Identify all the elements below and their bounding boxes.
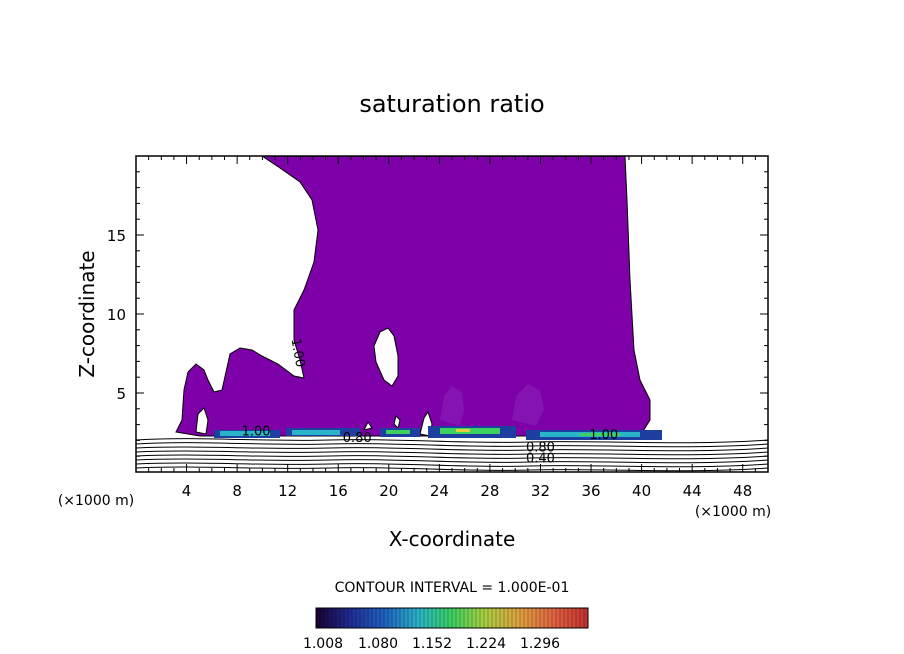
x-tick-label: 40 bbox=[632, 482, 651, 500]
x-tick-label: 32 bbox=[531, 482, 550, 500]
x-tick-label: 12 bbox=[278, 482, 297, 500]
subsaturated-hole bbox=[373, 327, 399, 387]
x-tick-label: 36 bbox=[581, 482, 600, 500]
x-tick-label: 8 bbox=[232, 482, 242, 500]
contour-label: 1.00 bbox=[589, 428, 618, 443]
supersaturation-band bbox=[214, 426, 662, 440]
chart-title: saturation ratio bbox=[359, 90, 544, 118]
x-axis-label: X-coordinate bbox=[389, 527, 516, 551]
x-unit-right: (×1000 m) bbox=[695, 504, 771, 520]
colorbar-label: 1.008 bbox=[303, 636, 343, 652]
y-tick-label: 10 bbox=[107, 306, 126, 324]
x-tick-label: 28 bbox=[480, 482, 499, 500]
x-tick-label: 48 bbox=[733, 482, 752, 500]
x-unit-left: (×1000 m) bbox=[58, 493, 134, 509]
y-axis-label: Z-coordinate bbox=[75, 250, 99, 377]
saturated-region bbox=[175, 156, 651, 437]
x-tick-label: 20 bbox=[379, 482, 398, 500]
x-tick-label: 4 bbox=[182, 482, 192, 500]
y-tick-label: 15 bbox=[107, 227, 126, 245]
x-tick-label: 24 bbox=[430, 482, 449, 500]
contour-label: 1.00 bbox=[288, 337, 308, 368]
colorbar-labels: 1.008 1.080 1.152 1.224 1.296 bbox=[303, 636, 560, 652]
colorbar-label: 1.152 bbox=[412, 636, 452, 652]
contour-label: 0.40 bbox=[526, 452, 555, 467]
near-surface-contours bbox=[136, 438, 768, 472]
colorbar-label: 1.296 bbox=[520, 636, 560, 652]
colorbar-label: 1.224 bbox=[466, 636, 506, 652]
contour-label: 1.00 bbox=[242, 425, 271, 440]
contour-label: 0.80 bbox=[343, 431, 372, 446]
y-tick-label: 5 bbox=[116, 385, 126, 403]
contour-labels: 1.001.00 0.80 1.000.800.40 bbox=[242, 337, 619, 466]
colorbar-label: 1.080 bbox=[358, 636, 398, 652]
x-tick-label: 16 bbox=[329, 482, 348, 500]
x-tick-label: 44 bbox=[683, 482, 702, 500]
contour-label: 0.80 bbox=[526, 440, 555, 455]
colorbar-stripes bbox=[319, 608, 585, 628]
contour-interval: CONTOUR INTERVAL = 1.000E-01 bbox=[335, 580, 570, 596]
